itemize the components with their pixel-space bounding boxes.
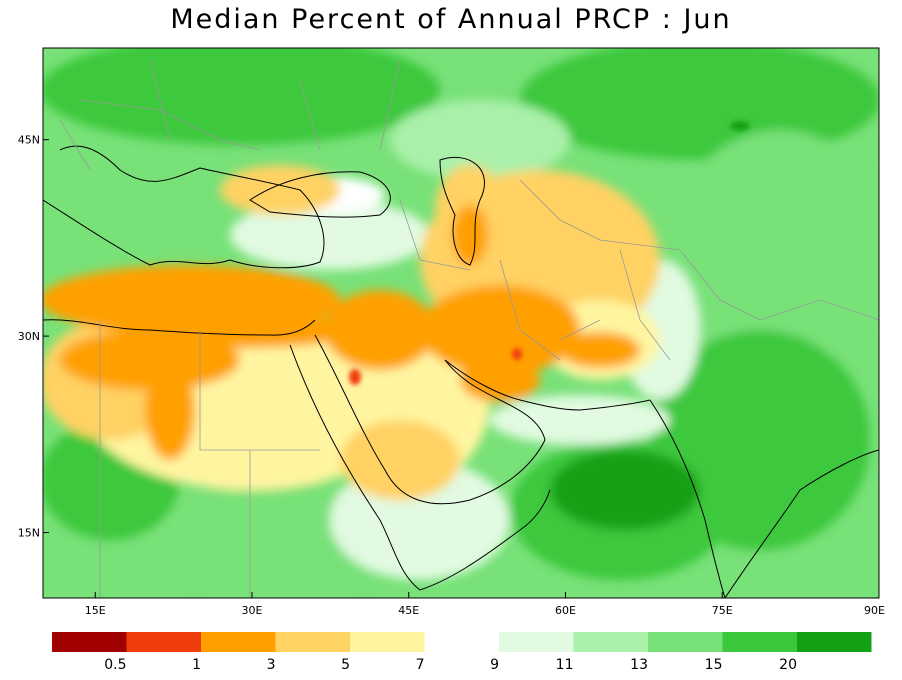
x-tick-label: 90E bbox=[864, 604, 885, 617]
legend-swatch bbox=[52, 632, 127, 652]
y-axis: 45N 30N 15N bbox=[18, 134, 49, 540]
map-frame bbox=[42, 47, 880, 599]
precip-field bbox=[43, 48, 879, 598]
legend-label: 7 bbox=[416, 657, 425, 673]
x-tick-label: 45E bbox=[398, 604, 419, 617]
legend-label: 11 bbox=[556, 657, 574, 673]
x-tick-label: 60E bbox=[555, 604, 576, 617]
legend-label: 3 bbox=[267, 657, 276, 673]
legend-swatch bbox=[722, 632, 797, 652]
legend-swatch bbox=[424, 632, 499, 652]
x-axis: 15E 30E 45E 60E 75E 90E bbox=[85, 592, 885, 617]
legend-swatch bbox=[350, 632, 425, 652]
legend-label: 20 bbox=[779, 657, 797, 673]
x-tick-label: 30E bbox=[242, 604, 263, 617]
legend-swatch bbox=[573, 632, 648, 652]
legend-swatch bbox=[126, 632, 201, 652]
legend-label: 1 bbox=[192, 657, 201, 673]
legend-label: 0.5 bbox=[104, 657, 126, 673]
legend-swatch bbox=[275, 632, 350, 652]
coastlines bbox=[43, 59, 879, 598]
y-tick-label: 15N bbox=[18, 527, 40, 540]
x-tick-label: 75E bbox=[712, 604, 733, 617]
x-tick-label: 15E bbox=[85, 604, 106, 617]
map-title: Median Percent of Annual PRCP : Jun bbox=[170, 4, 732, 35]
legend-label: 9 bbox=[490, 657, 499, 673]
legend-swatch bbox=[797, 632, 872, 652]
legend-label: 13 bbox=[630, 657, 648, 673]
legend-swatch bbox=[201, 632, 276, 652]
legend-swatch bbox=[499, 632, 574, 652]
y-tick-label: 30N bbox=[18, 330, 40, 343]
legend-label: 5 bbox=[341, 657, 350, 673]
color-legend: 0.5 1 3 5 7 9 11 13 15 20 bbox=[52, 632, 872, 673]
legend-swatch bbox=[648, 632, 723, 652]
y-tick-label: 45N bbox=[18, 134, 40, 147]
legend-label: 15 bbox=[705, 657, 723, 673]
